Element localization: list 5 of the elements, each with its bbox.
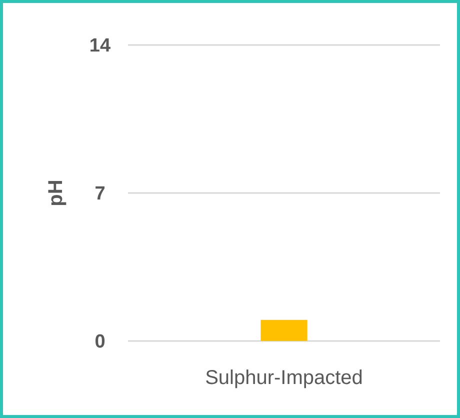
x-tick-label: Sulphur-Impacted bbox=[205, 367, 363, 389]
y-tick-label: 7 bbox=[94, 184, 106, 205]
y-tick-label: 0 bbox=[94, 332, 106, 353]
y-tick-label: 14 bbox=[89, 36, 111, 57]
y-axis-title: pH bbox=[45, 180, 67, 206]
